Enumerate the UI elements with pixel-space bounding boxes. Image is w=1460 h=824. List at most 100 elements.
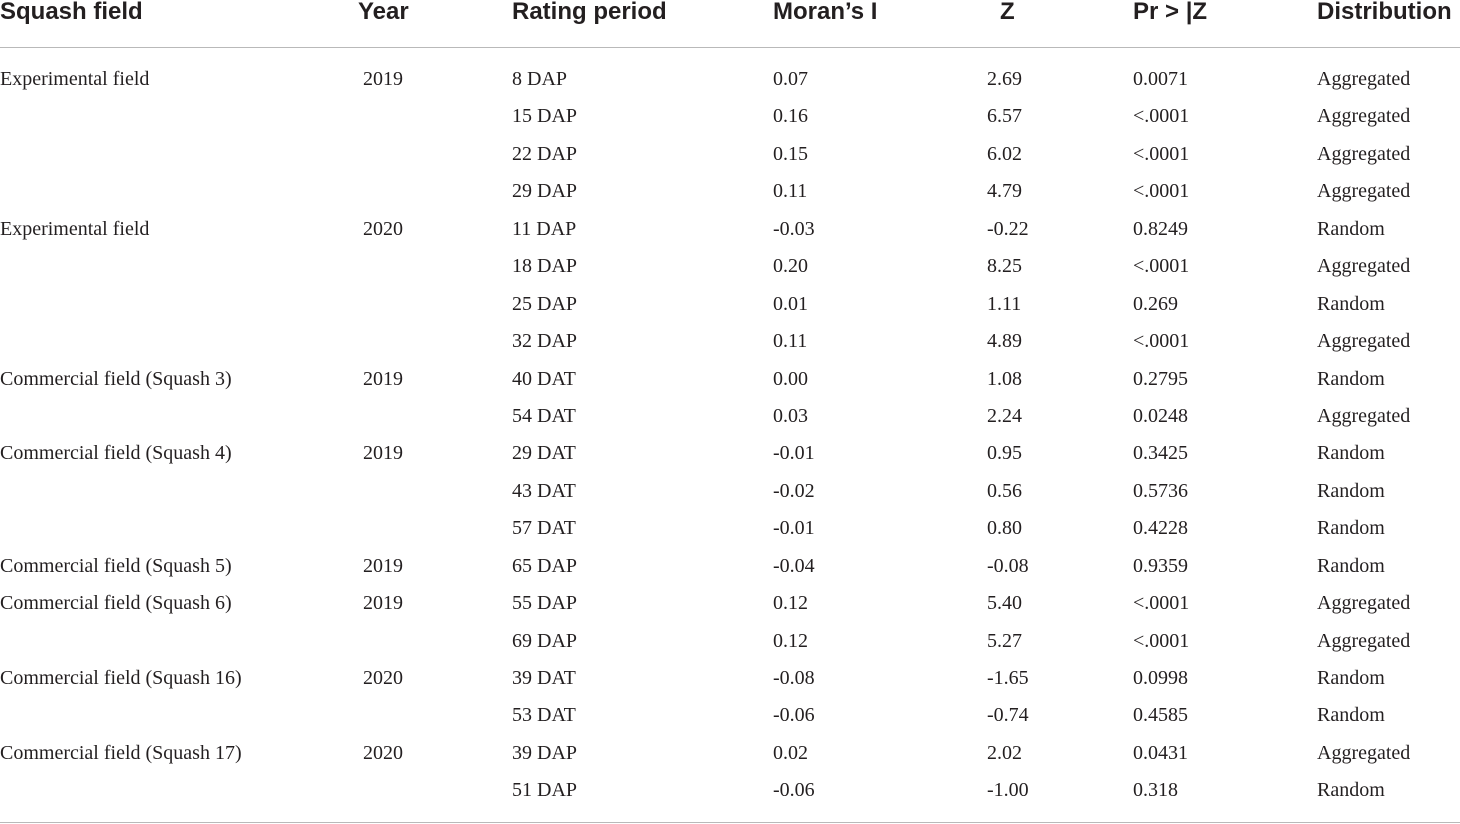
- cell-z: 0.56: [987, 479, 1022, 502]
- table-row: 57 DAT -0.01 0.80 0.4228 Random: [0, 509, 1460, 546]
- cell-pr-z: 0.3425: [1133, 442, 1188, 465]
- cell-distribution: Aggregated: [1317, 741, 1411, 764]
- cell-squash-field: Commercial field (Squash 17): [0, 741, 242, 764]
- cell-z: 1.11: [987, 292, 1022, 315]
- cell-z: 1.08: [987, 367, 1022, 390]
- table-row: 32 DAP 0.11 4.89 <.0001 Aggregated: [0, 322, 1460, 359]
- table-row: 54 DAT 0.03 2.24 0.0248 Aggregated: [0, 397, 1460, 434]
- cell-pr-z: <.0001: [1133, 592, 1190, 615]
- cell-squash-field: Commercial field (Squash 5): [0, 554, 232, 577]
- cell-year: 2020: [363, 667, 403, 689]
- cell-z: 0.80: [987, 517, 1022, 540]
- cell-distribution: Aggregated: [1317, 180, 1411, 203]
- cell-rating-period: 40 DAT: [512, 367, 576, 390]
- table-bottom-rule: [0, 822, 1460, 823]
- cell-squash-field: Commercial field (Squash 3): [0, 367, 232, 390]
- cell-rating-period: 53 DAT: [512, 704, 576, 727]
- cell-distribution: Random: [1317, 292, 1385, 315]
- table-row: 25 DAP 0.01 1.11 0.269 Random: [0, 285, 1460, 322]
- table-row: Commercial field (Squash 17) 2020 39 DAP 0.…: [0, 734, 1460, 771]
- cell-rating-period: 39 DAP: [512, 741, 578, 764]
- cell-year: 2019: [363, 554, 403, 577]
- cell-year: 2020: [363, 741, 403, 764]
- cell-rating-period: 11 DAP: [512, 217, 577, 240]
- cell-pr-z: 0.0248: [1133, 404, 1188, 427]
- cell-year: 2019: [363, 68, 403, 90]
- cell-distribution: Random: [1317, 217, 1385, 240]
- table-row: Commercial field (Squash 5) 2019 65 DAP -0.…: [0, 547, 1460, 584]
- cell-z: 8.25: [987, 255, 1022, 278]
- cell-distribution: Random: [1317, 479, 1385, 502]
- table-body: Experimental field 2019 8 DAP 0.07 2.69 0.007…: [0, 60, 1460, 809]
- cell-distribution: Random: [1317, 442, 1385, 465]
- cell-morans-i: 0.11: [773, 180, 808, 203]
- table-row: 15 DAP 0.16 6.57 <.0001 Aggregated: [0, 97, 1460, 134]
- table-row: Experimental field 2019 8 DAP 0.07 2.69 0.007…: [0, 60, 1460, 97]
- cell-distribution: Random: [1317, 779, 1385, 802]
- cell-rating-period: 29 DAP: [512, 180, 578, 203]
- cell-pr-z: 0.269: [1133, 292, 1178, 315]
- cell-morans-i: 0.07: [773, 68, 808, 90]
- header-squash-field: Squash field: [0, 0, 143, 25]
- cell-pr-z: 0.9359: [1133, 554, 1188, 577]
- cell-rating-period: 55 DAP: [512, 592, 578, 615]
- cell-z: 4.79: [987, 180, 1022, 203]
- cell-pr-z: 0.0998: [1133, 667, 1188, 689]
- table-row: 29 DAP 0.11 4.79 <.0001 Aggregated: [0, 172, 1460, 209]
- cell-morans-i: -0.02: [773, 479, 815, 502]
- cell-pr-z: 0.4228: [1133, 517, 1188, 540]
- cell-z: -0.08: [987, 554, 1029, 577]
- cell-pr-z: <.0001: [1133, 142, 1190, 165]
- cell-distribution: Aggregated: [1317, 255, 1411, 278]
- cell-pr-z: 0.0071: [1133, 68, 1188, 90]
- cell-distribution: Random: [1317, 704, 1385, 727]
- cell-z: 2.24: [987, 404, 1022, 427]
- cell-morans-i: 0.03: [773, 404, 808, 427]
- cell-pr-z: 0.5736: [1133, 479, 1188, 502]
- cell-squash-field: Commercial field (Squash 6): [0, 592, 232, 615]
- header-distribution: Distribution: [1317, 0, 1452, 25]
- cell-z: 2.69: [987, 68, 1022, 90]
- cell-morans-i: -0.06: [773, 779, 815, 802]
- cell-rating-period: 15 DAP: [512, 105, 578, 128]
- cell-pr-z: <.0001: [1133, 629, 1190, 652]
- table-row: Commercial field (Squash 3) 2019 40 DAT 0.0…: [0, 360, 1460, 397]
- cell-rating-period: 25 DAP: [512, 292, 578, 315]
- cell-rating-period: 51 DAP: [512, 779, 578, 802]
- cell-morans-i: -0.01: [773, 517, 815, 540]
- table-row: 51 DAP -0.06 -1.00 0.318 Random: [0, 771, 1460, 808]
- cell-morans-i: -0.01: [773, 442, 815, 465]
- table-row: Commercial field (Squash 16) 2020 39 DAT -0…: [0, 659, 1460, 696]
- cell-morans-i: 0.11: [773, 330, 808, 353]
- cell-squash-field: Commercial field (Squash 4): [0, 442, 232, 465]
- cell-morans-i: 0.02: [773, 741, 808, 764]
- cell-pr-z: 0.0431: [1133, 741, 1188, 764]
- cell-morans-i: -0.06: [773, 704, 815, 727]
- cell-year: 2019: [363, 367, 403, 390]
- cell-z: -0.22: [987, 217, 1029, 240]
- cell-distribution: Aggregated: [1317, 142, 1411, 165]
- cell-z: 4.89: [987, 330, 1022, 353]
- cell-distribution: Aggregated: [1317, 592, 1411, 615]
- cell-pr-z: <.0001: [1133, 330, 1190, 353]
- cell-pr-z: 0.4585: [1133, 704, 1188, 727]
- table-row: 53 DAT -0.06 -0.74 0.4585 Random: [0, 696, 1460, 733]
- cell-rating-period: 8 DAP: [512, 68, 568, 90]
- cell-distribution: Aggregated: [1317, 629, 1411, 652]
- cell-squash-field: Experimental field: [0, 217, 150, 240]
- cell-distribution: Aggregated: [1317, 68, 1411, 90]
- cell-z: 2.02: [987, 741, 1022, 764]
- cell-rating-period: 69 DAP: [512, 629, 578, 652]
- cell-z: 0.95: [987, 442, 1022, 465]
- table-row: 22 DAP 0.15 6.02 <.0001 Aggregated: [0, 135, 1460, 172]
- cell-morans-i: 0.15: [773, 142, 808, 165]
- header-year: Year: [358, 0, 409, 25]
- header-z: Z: [1000, 0, 1015, 25]
- cell-rating-period: 54 DAT: [512, 404, 576, 427]
- cell-distribution: Aggregated: [1317, 105, 1411, 128]
- cell-year: 2020: [363, 217, 403, 240]
- cell-pr-z: 0.2795: [1133, 367, 1188, 390]
- cell-morans-i: -0.08: [773, 667, 815, 689]
- cell-z: -1.65: [987, 667, 1029, 689]
